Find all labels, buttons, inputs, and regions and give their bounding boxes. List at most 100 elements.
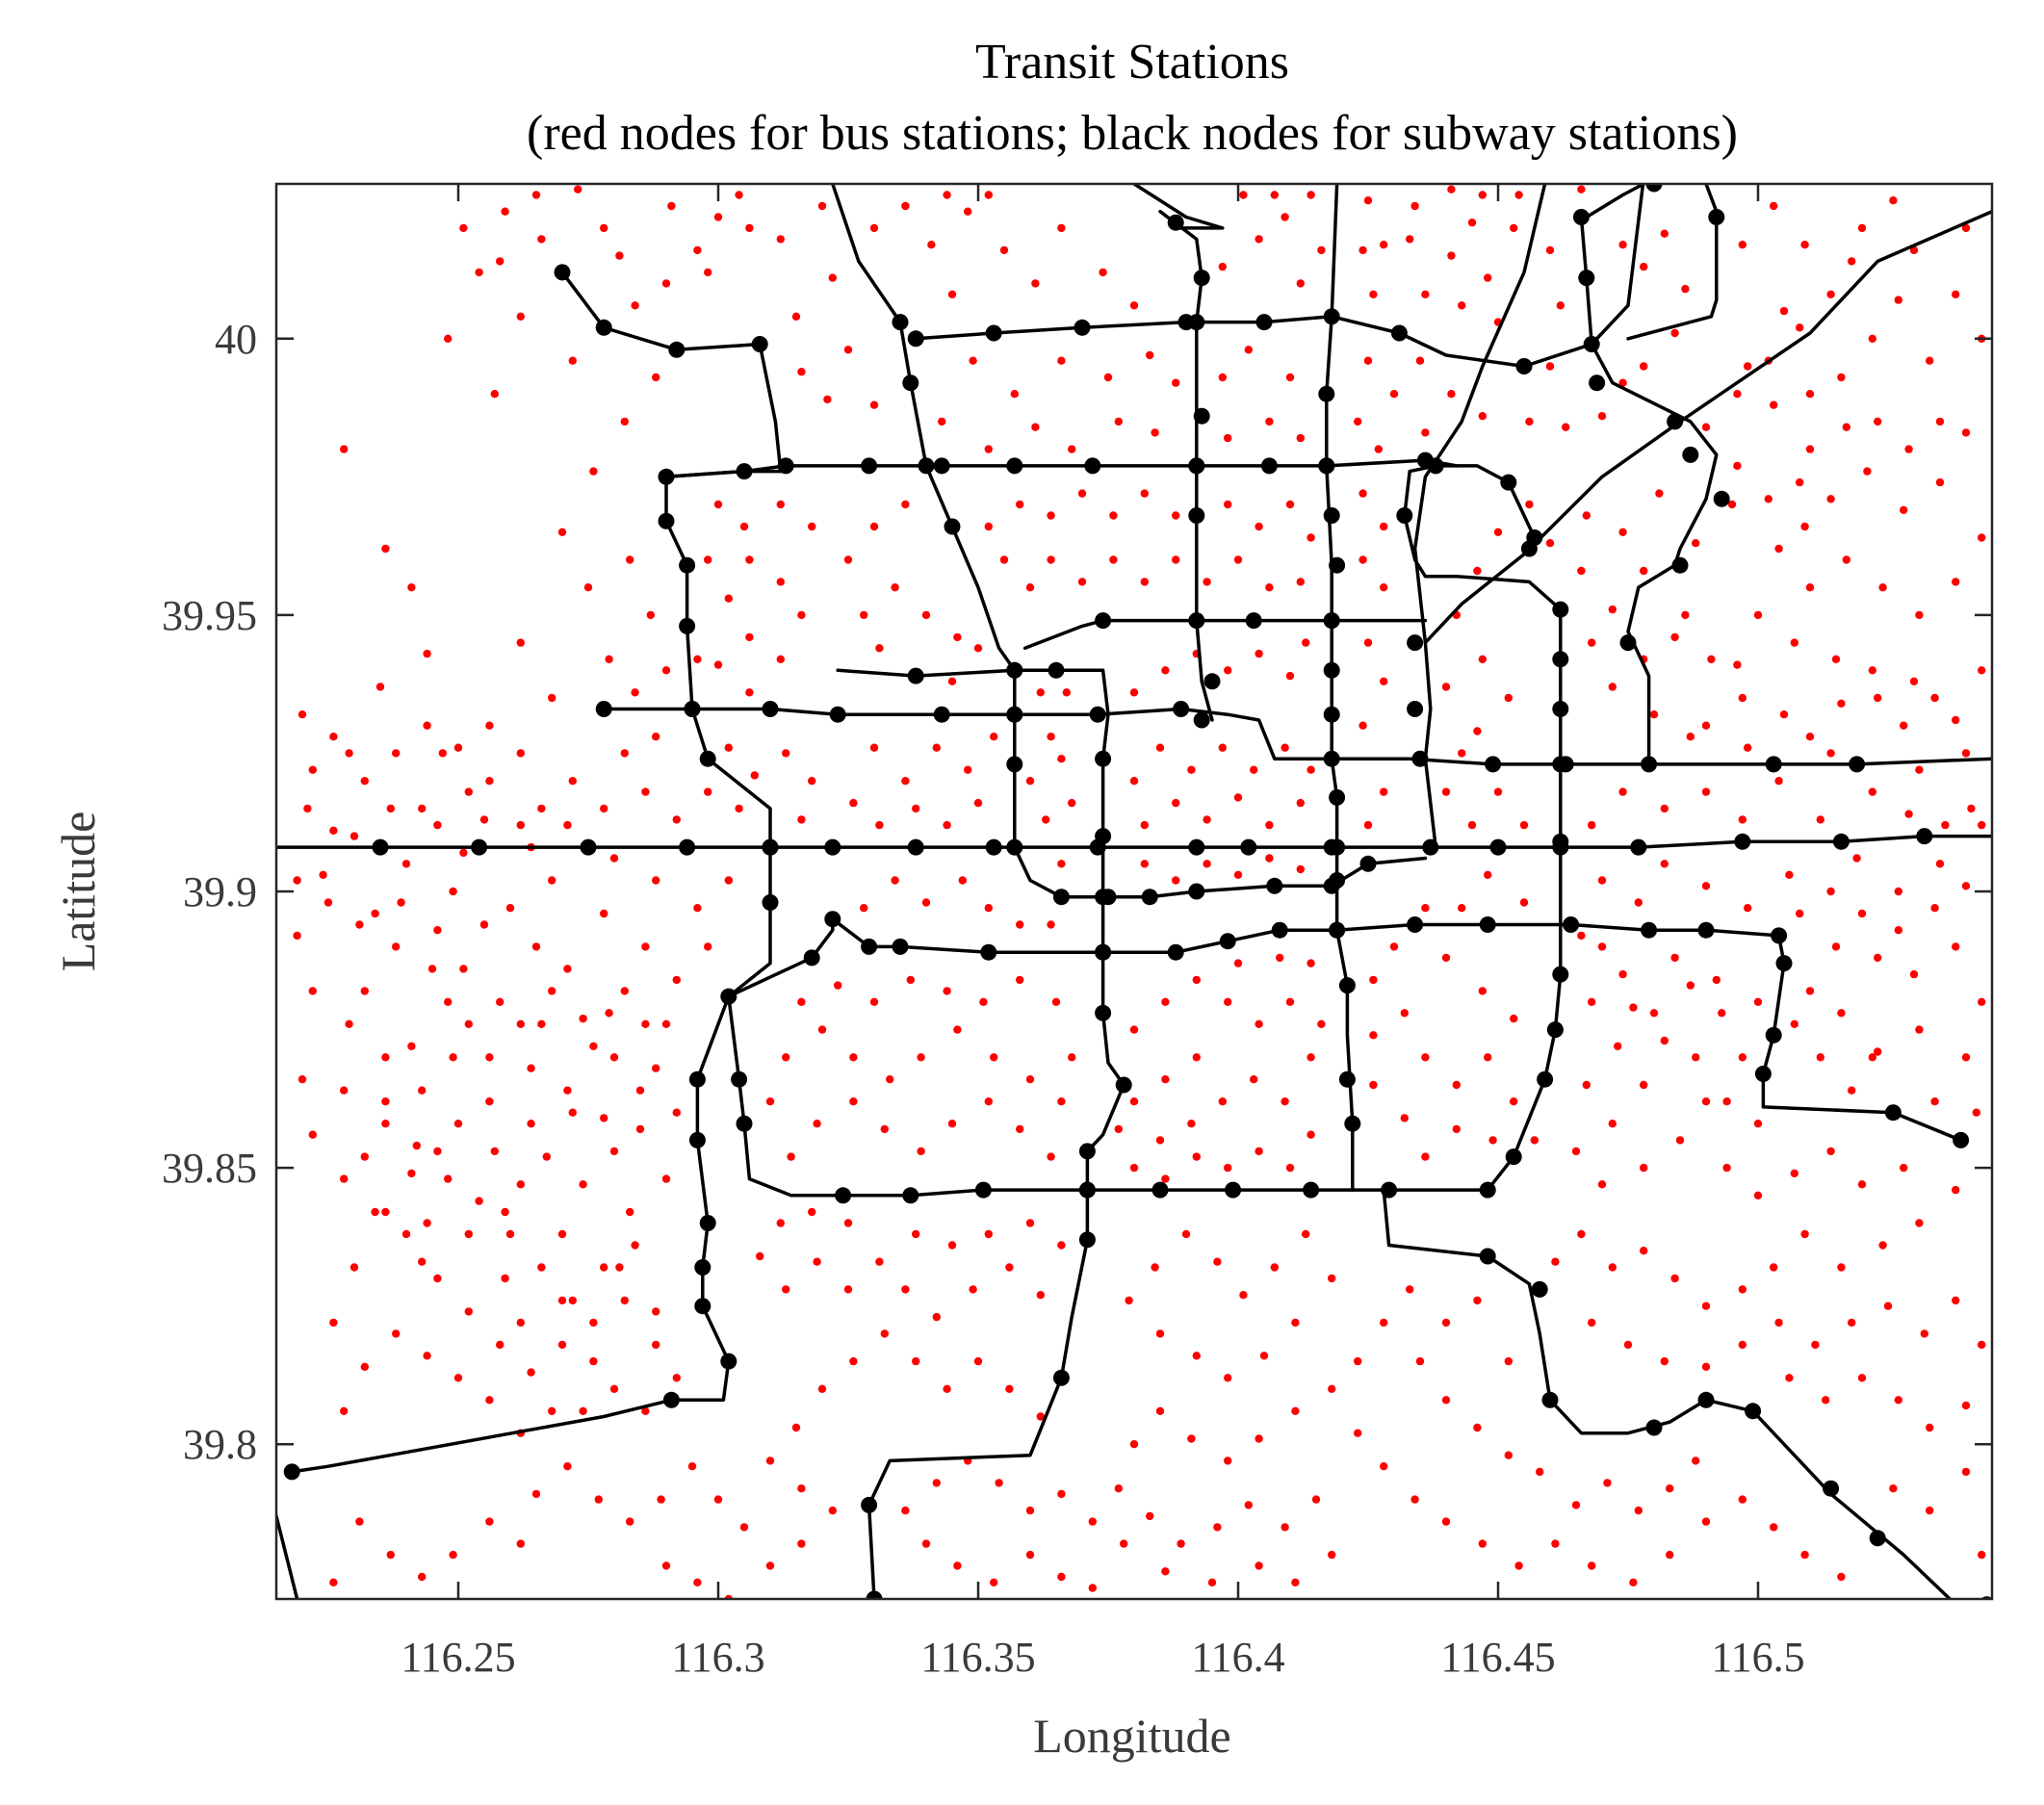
bus-station-point [1270,191,1280,199]
bus-station-point [943,820,951,830]
bus-station-point [661,1561,671,1570]
bus-station-point [869,400,879,409]
bus-station-point [381,1120,390,1128]
subway-station-point [1505,1148,1522,1166]
bus-station-point [340,1406,349,1416]
bus-station-point [646,610,655,620]
bus-station-point [1203,578,1211,586]
bus-station-point [1618,787,1627,796]
bus-station-point [1421,904,1430,913]
bus-station-point [1701,787,1711,796]
bus-station-point [875,1257,884,1266]
bus-station-point [947,1241,957,1250]
bus-station-point [1707,655,1716,663]
y-axis-label: Latitude [51,812,105,972]
bus-station-point [1224,666,1232,675]
subway-station-point [985,324,1002,342]
bus-station-point [869,522,879,531]
bus-station-point [1712,975,1721,985]
bus-station-point [1536,1467,1544,1477]
bus-station-point [1161,1567,1170,1576]
bus-station-point [516,1539,525,1548]
bus-station-point [1733,660,1742,669]
bus-station-point [791,1423,801,1432]
bus-station-point [1519,820,1529,830]
bus-station-point [1900,1163,1908,1173]
bus-station-point [1634,1506,1643,1515]
bus-station-point [1265,854,1274,863]
bus-station-point [1811,1340,1820,1350]
subway-station-point [1515,358,1533,374]
bus-station-point [1857,223,1867,233]
bus-station-point [557,1340,567,1350]
subway-line-7 [914,184,1645,369]
bus-station-point [1239,191,1248,199]
subway-station-point [1323,750,1340,767]
bus-station-point [1961,428,1971,437]
bus-station-point [626,1207,634,1217]
bus-station-point [1603,1479,1612,1487]
bus-station-point [1380,583,1388,592]
bus-station-point [1978,820,1986,830]
subway-station-point [1578,270,1595,287]
bus-station-point [1296,433,1306,443]
bus-station-point [1926,1506,1934,1515]
bus-station-point [1588,638,1596,647]
bus-station-point [1753,1120,1763,1128]
bus-station-point [1255,649,1263,658]
subway-station-point [720,1353,737,1370]
bus-station-point [631,301,639,310]
bus-station-point [1551,1539,1560,1548]
subway-station-point [1151,1181,1169,1199]
bus-station-point [1047,920,1055,929]
bus-station-point [1389,942,1399,951]
bus-station-point [1088,1584,1098,1592]
bus-station-point [1099,268,1107,277]
bus-station-point [516,749,525,758]
bus-station-point [505,904,515,913]
bus-station-point [501,207,509,216]
bus-station-point [849,798,858,808]
bus-station-point [1415,1356,1425,1366]
bus-station-point [401,860,411,868]
bus-station-point [1571,1501,1581,1509]
bus-station-point [1155,1329,1165,1338]
subway-station-point [1479,916,1496,933]
bus-station-point [735,804,743,813]
subway-station-point [1479,1248,1496,1265]
bus-station-point [745,688,754,697]
bus-station-point [1302,1229,1310,1239]
bus-station-point [605,1009,613,1018]
plot-area [274,182,1994,1601]
subway-line-15 [1412,184,1547,849]
bus-station-point [984,522,993,531]
bus-station-point [782,749,790,758]
subway-station-point [1552,756,1569,773]
bus-station-point [999,555,1009,564]
subway-station-point [731,1070,748,1088]
bus-station-point [1577,185,1586,193]
bus-station-point [579,1014,587,1023]
subway-station-point [679,556,696,574]
bus-station-point [984,904,993,913]
bus-station-point [1146,1511,1154,1521]
bus-station-point [776,578,785,586]
subway-station-point [1048,661,1065,679]
bus-station-point [386,1550,395,1560]
bus-station-point [1770,1523,1778,1532]
bus-station-point [1016,975,1024,985]
bus-station-point [485,1053,494,1062]
bus-station-point [407,1042,416,1051]
bus-station-point [1597,412,1607,421]
subway-station-point [1734,833,1751,850]
bus-station-point [1618,528,1627,536]
bus-station-point [1192,1352,1202,1360]
bus-station-point [921,898,931,907]
bus-station-point [475,1197,483,1205]
bus-station-point [735,191,743,199]
bus-station-point [329,1578,338,1587]
bus-station-point [1826,290,1835,298]
subway-station-point [944,518,961,535]
subway-station-point [1329,872,1346,889]
bus-station-point [464,1229,473,1239]
